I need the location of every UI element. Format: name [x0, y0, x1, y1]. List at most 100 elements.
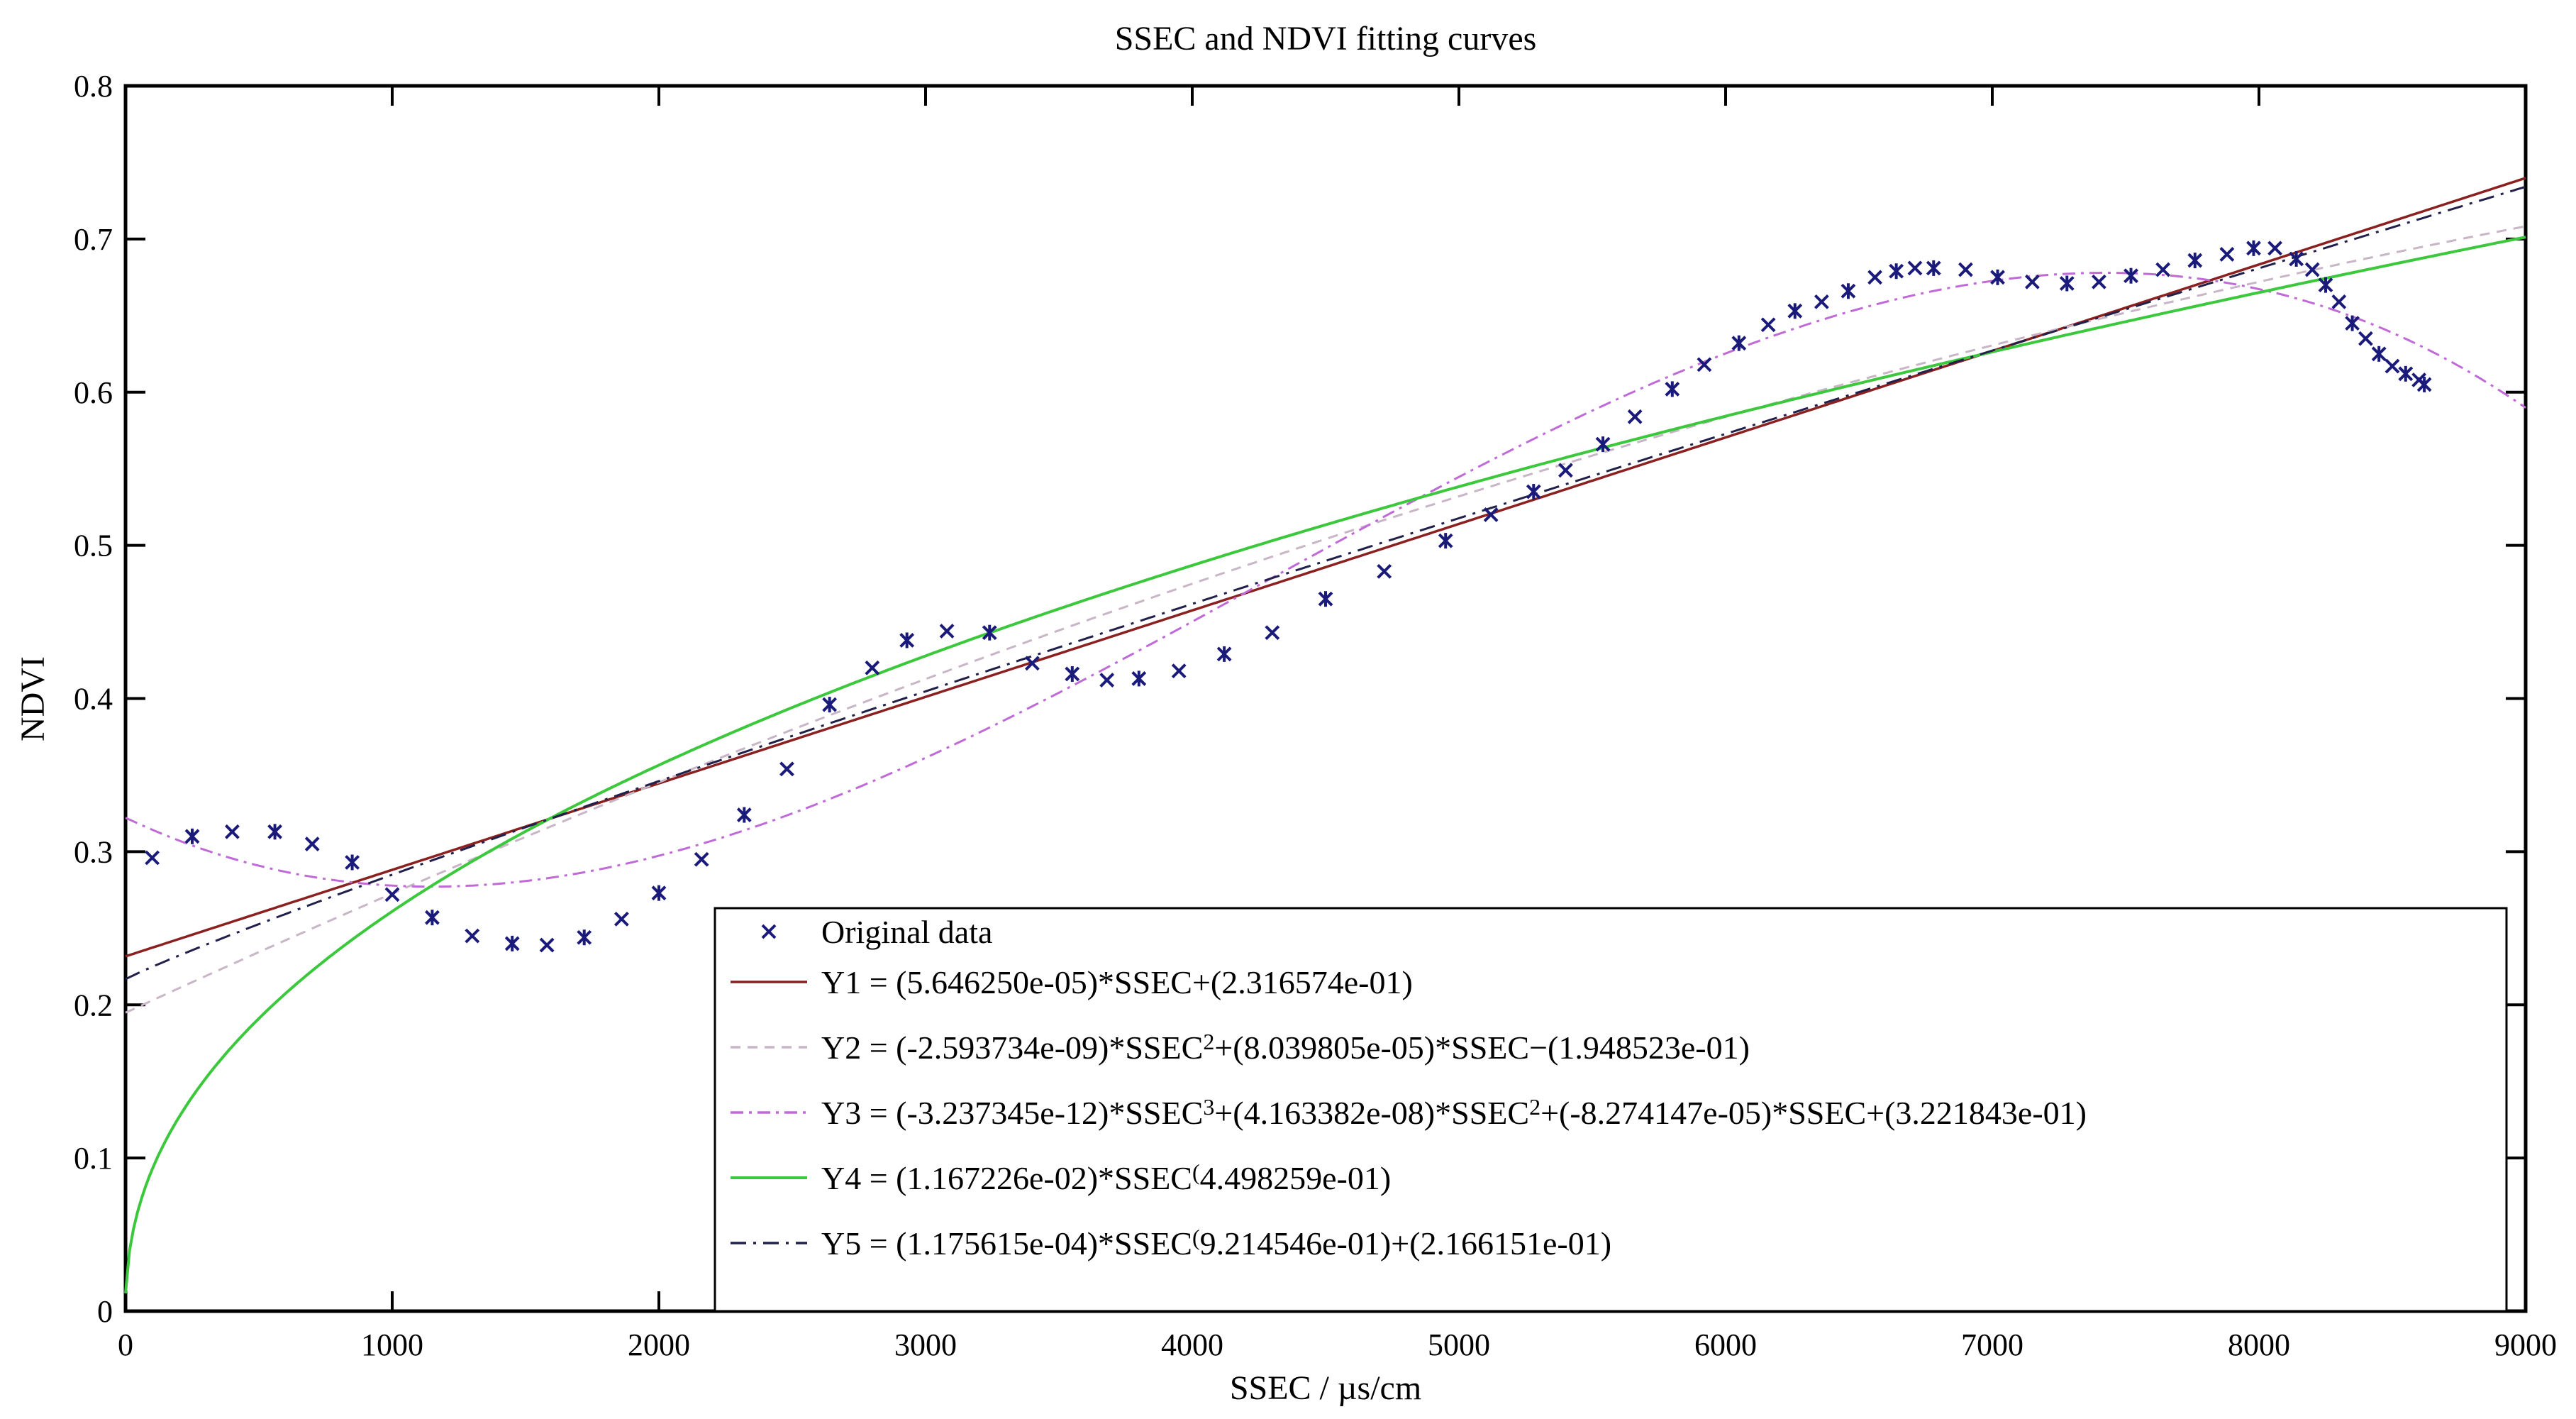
x-tick-label: 8000 [2228, 1327, 2290, 1362]
data-point [2187, 253, 2203, 269]
data-point [1265, 625, 1280, 641]
legend-superscript: 2 [1529, 1094, 1540, 1120]
legend-label-3: Y3 = (-3.237345e-12)*SSEC3+(4.163382e-08… [821, 1094, 2087, 1131]
data-point [1731, 335, 1747, 351]
y-axis-label: NDVI [14, 656, 52, 741]
x-tick-label: 4000 [1161, 1327, 1223, 1362]
y-axis: 0 0.1 0.2 0.3 0.4 0.5 0.6 0.7 0.8 [74, 69, 2526, 1329]
data-point [2371, 346, 2387, 362]
data-point [1907, 260, 1923, 276]
legend-text: Y5 = (1.175615e-04)*SSEC [821, 1225, 1192, 1261]
data-point [2358, 331, 2373, 346]
data-point [1760, 317, 1776, 333]
data-point [1958, 262, 1973, 277]
x-axis: 0 1000 2000 3000 4000 5000 6000 7000 8000 9000 [118, 86, 2557, 1362]
legend-superscript: 2 [1203, 1029, 1214, 1054]
y-tick-label: 0.6 [74, 375, 113, 410]
fitted-curves [124, 177, 2526, 1293]
data-point [1627, 409, 1643, 424]
y-tick-label: 0.7 [74, 222, 113, 257]
data-point [2091, 274, 2106, 289]
data-point [1889, 263, 1904, 280]
data-point [1926, 260, 1941, 276]
data-point [345, 854, 360, 871]
data-point [2155, 262, 2171, 277]
legend-label-2: Y2 = (-2.593734e-09)*SSEC2+(8.039805e-05… [821, 1029, 1750, 1066]
data-point [145, 850, 160, 866]
data-point [2331, 294, 2347, 309]
data-point [2345, 315, 2360, 331]
data-point [504, 935, 520, 951]
legend-label-0: Original data [821, 914, 992, 950]
legend-label-5: Y5 = (1.175615e-04)*SSEC(9.214546e-01)+(… [821, 1225, 1611, 1261]
data-point [651, 885, 667, 901]
legend-marker-original-data [761, 924, 777, 939]
data-point [184, 828, 200, 844]
data-point [539, 937, 555, 953]
data-point [1216, 646, 1232, 662]
data-point [2267, 241, 2282, 256]
data-point [1697, 357, 1712, 372]
legend-text: +(4.163382e-08)*SSEC [1214, 1095, 1529, 1131]
fit-curve-y5 [125, 185, 2526, 981]
data-point [465, 928, 480, 944]
legend-text: 4.498259e-01) [1200, 1160, 1392, 1196]
data-point [1665, 381, 1680, 397]
x-tick-label: 3000 [894, 1327, 957, 1362]
data-point [694, 851, 709, 867]
y-tick-label: 0.4 [74, 682, 113, 717]
data-point [1318, 591, 1333, 607]
data-point [865, 660, 880, 675]
data-point [577, 929, 592, 946]
data-point [2304, 262, 2320, 277]
data-point [2024, 274, 2040, 289]
data-point [736, 807, 752, 823]
data-point [822, 697, 838, 713]
x-tick-label: 2000 [628, 1327, 690, 1362]
data-point [1814, 294, 1829, 309]
data-point [1438, 533, 1453, 549]
y-tick-label: 0.5 [74, 529, 113, 563]
data-point [267, 824, 282, 840]
legend-text: +(8.039805e-05)*SSEC−(1.948523e-01) [1214, 1029, 1750, 1066]
legend-box [714, 907, 2508, 1313]
data-point [1990, 269, 2005, 285]
data-point [224, 824, 240, 839]
data-point [1377, 563, 1392, 579]
data-point [2246, 240, 2261, 256]
legend-text: Y3 = (-3.237345e-12)*SSEC [821, 1095, 1203, 1131]
data-point [424, 910, 440, 926]
legend-superscript: ( [1192, 1225, 1200, 1250]
legend-text: 9.214546e-01)+(2.166151e-01) [1200, 1225, 1611, 1261]
data-point [2416, 376, 2432, 392]
fit-curve-y3 [125, 272, 2526, 888]
data-point [2123, 267, 2138, 284]
chart-title: SSEC and NDVI fitting curves [1115, 20, 1537, 57]
data-point [939, 624, 955, 639]
data-point [1595, 436, 1611, 453]
x-tick-label: 0 [118, 1327, 133, 1362]
data-point [2318, 277, 2333, 293]
original-data-points [145, 240, 2432, 953]
x-tick-label: 9000 [2494, 1327, 2557, 1362]
data-point [1867, 270, 1882, 285]
data-point [1787, 303, 1803, 319]
x-axis-label: SSEC / µs/cm [1230, 1369, 1421, 1407]
y-tick-label: 0.1 [74, 1141, 113, 1176]
data-point [1841, 283, 1856, 299]
legend-superscript: 3 [1203, 1094, 1214, 1120]
legend-superscript: ( [1192, 1159, 1200, 1185]
data-point [384, 887, 400, 902]
y-tick-label: 0.3 [74, 834, 113, 869]
data-point [1065, 666, 1080, 682]
data-point [1526, 484, 1541, 500]
legend-text: Y4 = (1.167226e-02)*SSEC [821, 1160, 1192, 1196]
data-point [2398, 365, 2414, 382]
x-tick-label: 7000 [1961, 1327, 2023, 1362]
y-tick-label: 0.2 [74, 988, 113, 1022]
data-point [1131, 670, 1147, 687]
data-point [2385, 358, 2400, 374]
y-tick-label: 0.8 [74, 69, 113, 104]
fit-curve-y4 [124, 236, 2526, 1293]
